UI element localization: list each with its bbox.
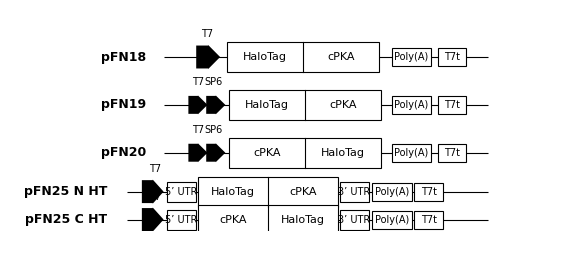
Text: SP6: SP6 — [204, 77, 223, 87]
Text: cPKA: cPKA — [327, 52, 355, 62]
Text: T7: T7 — [192, 77, 204, 87]
FancyArrow shape — [206, 143, 226, 162]
Text: T7t: T7t — [444, 148, 459, 158]
Text: cPKA: cPKA — [219, 214, 247, 225]
Text: HaloTag: HaloTag — [243, 52, 287, 62]
Text: cPKA: cPKA — [253, 148, 280, 158]
Bar — [438, 96, 466, 114]
Text: pFN19: pFN19 — [101, 98, 146, 111]
Text: pFN25 C HT: pFN25 C HT — [25, 213, 107, 226]
Text: Poly(A): Poly(A) — [394, 148, 429, 158]
Bar — [167, 182, 196, 202]
Bar — [415, 183, 443, 200]
FancyArrow shape — [188, 143, 208, 162]
Bar — [438, 144, 466, 162]
Text: HaloTag: HaloTag — [321, 148, 365, 158]
Text: T7: T7 — [192, 125, 204, 135]
Text: cPKA: cPKA — [329, 100, 357, 110]
Text: pFN25 N HT: pFN25 N HT — [24, 185, 107, 198]
FancyArrow shape — [206, 96, 226, 114]
Text: T7: T7 — [201, 29, 213, 39]
Text: T7: T7 — [149, 192, 161, 202]
Text: 5’ UTR: 5’ UTR — [165, 187, 197, 197]
Text: HaloTag: HaloTag — [280, 214, 325, 225]
Bar — [392, 48, 431, 66]
Text: Poly(A): Poly(A) — [394, 100, 429, 110]
FancyArrow shape — [142, 207, 164, 232]
Text: pFN20: pFN20 — [101, 146, 146, 159]
Text: HaloTag: HaloTag — [211, 187, 255, 197]
Bar — [392, 96, 431, 114]
Text: 3’ UTR: 3’ UTR — [338, 214, 371, 225]
Text: Poly(A): Poly(A) — [394, 52, 429, 62]
Text: T7t: T7t — [421, 187, 436, 197]
Bar — [372, 183, 412, 200]
Text: T7t: T7t — [444, 100, 459, 110]
FancyArrow shape — [196, 45, 220, 69]
Text: T7t: T7t — [421, 214, 436, 225]
Bar — [167, 210, 196, 229]
Bar — [199, 177, 338, 207]
Text: T7t: T7t — [444, 52, 459, 62]
Bar — [229, 138, 381, 168]
Text: 3’ UTR: 3’ UTR — [338, 187, 371, 197]
Bar — [340, 210, 369, 229]
Text: Poly(A): Poly(A) — [375, 187, 409, 197]
FancyArrow shape — [188, 96, 208, 114]
Bar — [229, 90, 381, 120]
Text: HaloTag: HaloTag — [245, 100, 289, 110]
Text: Poly(A): Poly(A) — [375, 214, 409, 225]
FancyArrow shape — [142, 179, 164, 204]
Text: 5’ UTR: 5’ UTR — [165, 214, 197, 225]
Bar — [340, 182, 369, 202]
Bar — [438, 48, 466, 66]
Bar — [372, 211, 412, 228]
Text: T7: T7 — [149, 164, 161, 174]
Text: SP6: SP6 — [204, 125, 223, 135]
Text: pFN18: pFN18 — [101, 51, 146, 63]
Bar — [415, 211, 443, 228]
Bar — [227, 42, 379, 72]
Text: cPKA: cPKA — [289, 187, 316, 197]
Bar — [392, 144, 431, 162]
Bar — [199, 205, 338, 234]
